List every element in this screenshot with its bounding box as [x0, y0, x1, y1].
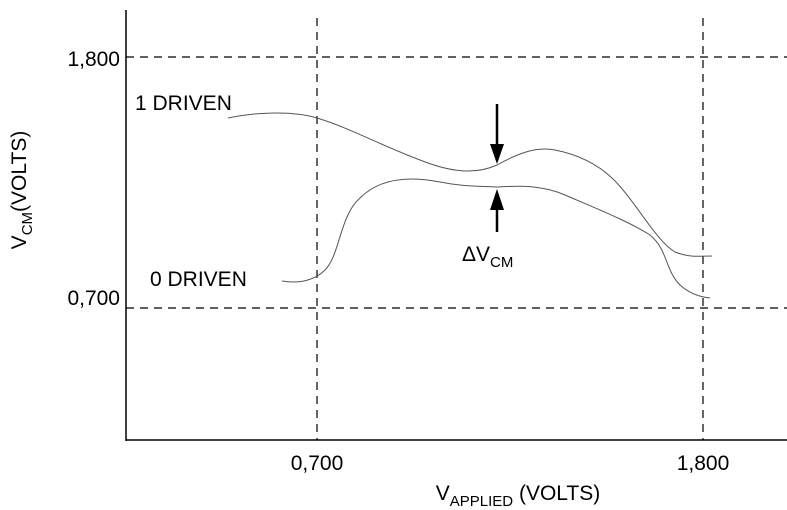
curve-label: 0 DRIVEN — [150, 268, 247, 291]
x-tick-label: 1,800 — [677, 452, 730, 475]
delta-main: ΔV — [462, 243, 490, 266]
x-title-sub: APPLIED — [450, 493, 514, 510]
y-title-main: V — [8, 235, 31, 249]
zero-driven-curve — [281, 178, 711, 299]
x-title-rest: (VOLTS) — [513, 482, 600, 505]
one-driven-curve — [227, 112, 713, 257]
y-tick-label: 0,700 — [67, 287, 120, 310]
arrow-head — [490, 144, 504, 164]
y-axis-title: VCM(VOLTS) — [8, 131, 36, 250]
y-title-sub: CM — [19, 212, 36, 235]
y-tick-label: 1,800 — [67, 48, 120, 71]
x-axis-title: VAPPLIED (VOLTS) — [436, 482, 601, 510]
x-title-main: V — [436, 482, 450, 505]
curve-label: 1 DRIVEN — [135, 92, 232, 115]
delta-label: ΔVCM — [462, 243, 513, 271]
y-title-rest: (VOLTS) — [8, 131, 31, 212]
x-tick-label: 0,700 — [291, 452, 344, 475]
arrow-head — [490, 189, 504, 210]
delta-sub: CM — [490, 254, 513, 271]
